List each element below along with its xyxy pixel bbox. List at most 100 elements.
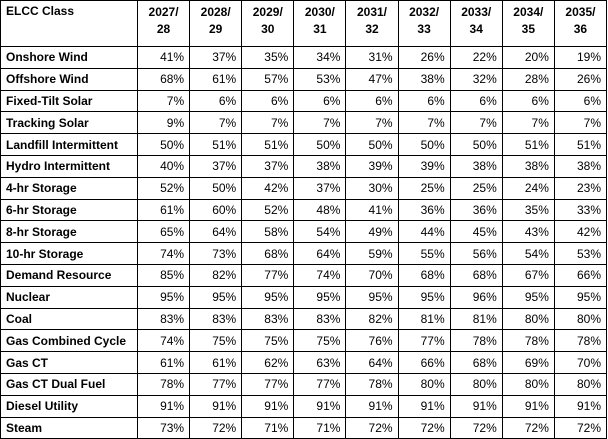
row-label: Nuclear bbox=[0, 285, 138, 309]
year-header: 2033/34 bbox=[449, 0, 503, 47]
value-cell: 36% bbox=[397, 198, 451, 222]
value-cell: 50% bbox=[136, 133, 191, 156]
data-row: Onshore Wind 41% 37% 35% 34% 31% 26% 22% 20% 19% bbox=[0, 46, 608, 69]
value-cell: 52% bbox=[136, 176, 191, 200]
value-cell: 6% bbox=[241, 89, 295, 113]
year-header: 2027/28 bbox=[136, 0, 191, 47]
year-header-line: 28 bbox=[156, 22, 171, 36]
value-cell: 38% bbox=[449, 154, 503, 178]
value-cell: 81% bbox=[397, 307, 451, 331]
data-row: 10-hr Storage 74% 73% 68% 64% 59% 55% 56% 54% 53% bbox=[0, 242, 608, 265]
value-cell: 74% bbox=[136, 329, 191, 353]
year-header-line: 2031/ bbox=[356, 5, 387, 19]
row-label: Coal bbox=[0, 307, 138, 331]
value-cell: 6% bbox=[293, 89, 347, 113]
row-label: Hydro Intermittent bbox=[0, 154, 138, 178]
value-cell: 7% bbox=[189, 111, 243, 135]
value-cell: 64% bbox=[345, 351, 399, 374]
data-row: Gas Combined Cycle 74% 75% 75% 75% 76% 77% 78% 7… bbox=[0, 329, 608, 353]
value-cell: 85% bbox=[136, 263, 191, 287]
value-cell: 35% bbox=[501, 198, 555, 222]
value-cell: 68% bbox=[449, 263, 503, 287]
value-cell: 71% bbox=[241, 416, 295, 439]
value-cell: 82% bbox=[345, 307, 399, 331]
value-cell: 80% bbox=[397, 372, 451, 396]
data-row: Demand Resource 85% 82% 77% 74% 70% 68% 68% 67% 6… bbox=[0, 263, 608, 287]
data-row: 6-hr Storage 61% 60% 52% 48% 41% 36% 36% 35% 33% bbox=[0, 198, 608, 222]
year-header-line: 2035/ bbox=[565, 5, 596, 19]
year-header: 2032/33 bbox=[397, 0, 451, 47]
value-cell: 6% bbox=[345, 89, 399, 113]
value-cell: 78% bbox=[136, 372, 191, 396]
value-cell: 35% bbox=[241, 46, 295, 69]
value-cell: 22% bbox=[449, 46, 503, 69]
value-cell: 95% bbox=[136, 285, 191, 309]
year-header-line: 36 bbox=[573, 22, 588, 36]
value-cell: 6% bbox=[189, 89, 243, 113]
value-cell: 51% bbox=[241, 133, 295, 156]
data-row: 4-hr Storage 52% 50% 42% 37% 30% 25% 25% 24% 23% bbox=[0, 176, 608, 200]
value-cell: 64% bbox=[293, 242, 347, 265]
value-cell: 38% bbox=[397, 67, 451, 91]
data-row: Coal 83% 83% 83% 83% 82% 81% 81% 80% 80% bbox=[0, 307, 608, 331]
row-label: Gas CT bbox=[0, 351, 138, 374]
data-row: Offshore Wind 68% 61% 57% 53% 47% 38% 32% 28% 26% bbox=[0, 67, 608, 91]
value-cell: 6% bbox=[553, 89, 608, 113]
value-cell: 19% bbox=[553, 46, 608, 69]
year-header-line: 2033/ bbox=[461, 5, 492, 19]
year-header-line: 29 bbox=[208, 22, 223, 36]
value-cell: 7% bbox=[293, 111, 347, 135]
value-cell: 74% bbox=[293, 263, 347, 287]
value-cell: 64% bbox=[189, 220, 243, 244]
value-cell: 37% bbox=[293, 176, 347, 200]
value-cell: 75% bbox=[189, 329, 243, 353]
value-cell: 50% bbox=[397, 133, 451, 156]
data-row: Hydro Intermittent 40% 37% 37% 38% 39% 39% 38% 3… bbox=[0, 154, 608, 178]
value-cell: 7% bbox=[241, 111, 295, 135]
value-cell: 54% bbox=[293, 220, 347, 244]
value-cell: 60% bbox=[189, 198, 243, 222]
table-body: Onshore Wind 41% 37% 35% 34% 31% 26% 22% 20% 19% O… bbox=[0, 46, 608, 439]
data-row: Steam 73% 72% 71% 71% 72% 72% 72% 72% 72% bbox=[0, 416, 608, 439]
value-cell: 6% bbox=[449, 89, 503, 113]
value-cell: 48% bbox=[293, 198, 347, 222]
year-header: 2035/36 bbox=[553, 0, 608, 47]
value-cell: 61% bbox=[136, 351, 191, 374]
value-cell: 50% bbox=[189, 176, 243, 200]
value-cell: 80% bbox=[501, 307, 555, 331]
value-cell: 45% bbox=[449, 220, 503, 244]
value-cell: 67% bbox=[501, 263, 555, 287]
value-cell: 62% bbox=[241, 351, 295, 374]
year-header-line: 2030/ bbox=[304, 5, 335, 19]
row-label: Demand Resource bbox=[0, 263, 138, 287]
year-header-line: 32 bbox=[365, 22, 379, 36]
value-cell: 55% bbox=[397, 242, 451, 265]
value-cell: 24% bbox=[501, 176, 555, 200]
value-cell: 37% bbox=[241, 154, 295, 178]
value-cell: 77% bbox=[241, 372, 295, 396]
year-header-line: 2034/ bbox=[513, 5, 544, 19]
value-cell: 76% bbox=[345, 329, 399, 353]
row-label: Offshore Wind bbox=[0, 67, 138, 91]
year-header-line: 31 bbox=[313, 22, 327, 36]
value-cell: 95% bbox=[293, 285, 347, 309]
value-cell: 50% bbox=[345, 133, 399, 156]
value-cell: 41% bbox=[345, 198, 399, 222]
value-cell: 91% bbox=[501, 394, 555, 418]
value-cell: 91% bbox=[241, 394, 295, 418]
value-cell: 34% bbox=[293, 46, 347, 69]
year-header: 2029/30 bbox=[241, 0, 295, 47]
data-row: Diesel Utility 91% 91% 91% 91% 91% 91% 91% 91% 91… bbox=[0, 394, 608, 418]
value-cell: 59% bbox=[345, 242, 399, 265]
value-cell: 72% bbox=[345, 416, 399, 439]
row-label: Onshore Wind bbox=[0, 46, 138, 69]
value-cell: 82% bbox=[189, 263, 243, 287]
value-cell: 7% bbox=[501, 111, 555, 135]
value-cell: 50% bbox=[449, 133, 503, 156]
value-cell: 6% bbox=[397, 89, 451, 113]
value-cell: 73% bbox=[136, 416, 191, 439]
value-cell: 77% bbox=[189, 372, 243, 396]
value-cell: 9% bbox=[136, 111, 191, 135]
year-header-line: 2032/ bbox=[409, 5, 440, 19]
year-header: 2034/35 bbox=[501, 0, 555, 47]
